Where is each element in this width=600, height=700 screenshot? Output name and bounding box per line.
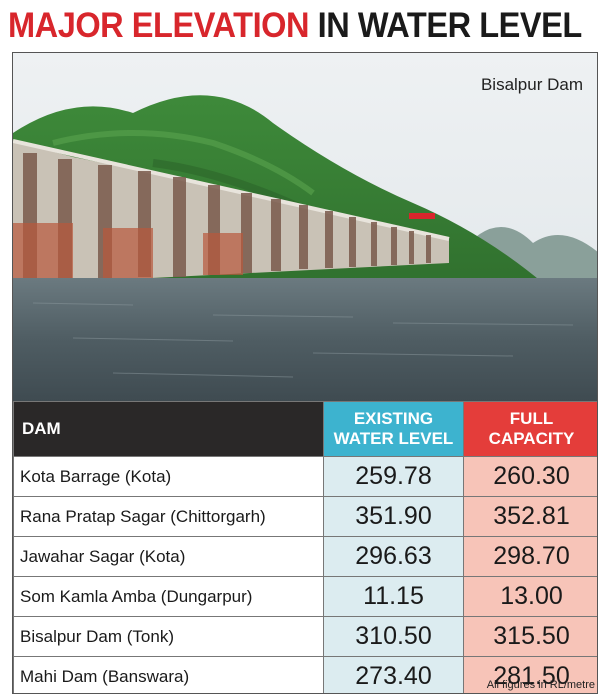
table-row: Kota Barrage (Kota) 259.78 260.30 (13, 456, 597, 497)
existing-level: 273.40 (323, 656, 464, 693)
full-capacity: 281.50 (463, 656, 597, 693)
table-header-row: DAM EXISTING WATER LEVEL FULL CAPACITY (13, 401, 597, 457)
header-dam: DAM (13, 401, 324, 457)
table-row: Mahi Dam (Banswara) 273.40 281.50 (13, 656, 597, 693)
water-level-table: DAM EXISTING WATER LEVEL FULL CAPACITY K… (13, 401, 597, 693)
footnote: All figures in RL/metre (486, 679, 595, 691)
existing-level: 296.63 (323, 536, 464, 577)
headline-rest: IN WATER LEVEL (317, 6, 583, 45)
headline-highlight: MAJOR ELEVATION (8, 6, 310, 45)
existing-level: 259.78 (323, 456, 464, 497)
dam-name: Jawahar Sagar (Kota) (13, 536, 324, 577)
full-capacity: 315.50 (463, 616, 597, 657)
infographic-frame: Bisalpur Dam DAM EXISTING WATER LEVEL FU… (12, 52, 598, 694)
header-existing-water-level: EXISTING WATER LEVEL (323, 401, 464, 457)
existing-level: 310.50 (323, 616, 464, 657)
table-row: Jawahar Sagar (Kota) 296.63 298.70 (13, 536, 597, 577)
table-row: Bisalpur Dam (Tonk) 310.50 315.50 (13, 616, 597, 657)
dam-name: Som Kamla Amba (Dungarpur) (13, 576, 324, 617)
headline: MAJOR ELEVATION IN WATER LEVEL (8, 4, 582, 48)
full-capacity: 13.00 (463, 576, 597, 617)
dam-name: Kota Barrage (Kota) (13, 456, 324, 497)
photo-caption: Bisalpur Dam (480, 75, 583, 94)
existing-level: 11.15 (323, 576, 464, 617)
full-capacity: 298.70 (463, 536, 597, 577)
dam-name: Bisalpur Dam (Tonk) (13, 616, 324, 657)
dam-name: Mahi Dam (Banswara) (13, 656, 324, 693)
full-capacity: 352.81 (463, 496, 597, 537)
full-capacity: 260.30 (463, 456, 597, 497)
existing-level: 351.90 (323, 496, 464, 537)
table-row: Rana Pratap Sagar (Chittorgarh) 351.90 3… (13, 496, 597, 537)
table-row: Som Kamla Amba (Dungarpur) 11.15 13.00 (13, 576, 597, 617)
header-full-capacity: FULL CAPACITY (463, 401, 597, 457)
dam-photo (13, 53, 597, 401)
dam-name: Rana Pratap Sagar (Chittorgarh) (13, 496, 324, 537)
